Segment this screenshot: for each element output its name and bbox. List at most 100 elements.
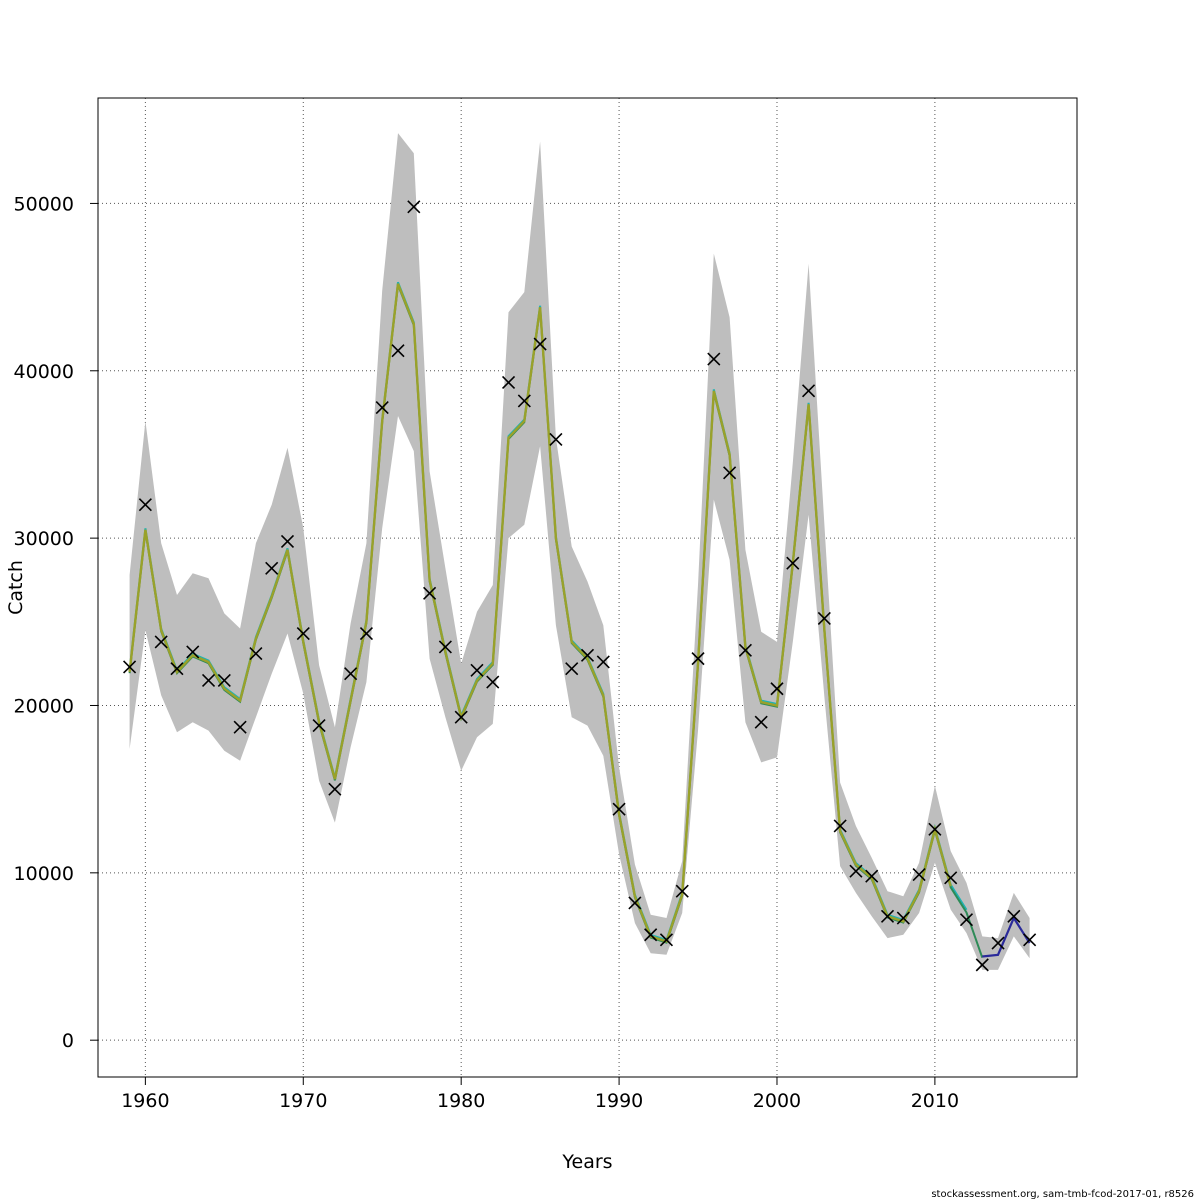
observed-catch-marker [501, 375, 516, 390]
observed-catch-marker [833, 819, 847, 833]
marker-stroke [659, 933, 674, 947]
observed-catch-marker [991, 936, 1005, 950]
x-tick-label: 2000 [753, 1090, 801, 1112]
observed-catch-marker [517, 394, 531, 408]
observed-catch-marker [344, 667, 358, 681]
observed-catch-marker [580, 648, 595, 662]
observed-catch-marker [786, 556, 800, 570]
observed-catch-marker [391, 344, 405, 358]
marker-stroke [280, 534, 295, 549]
observed-catch-marker [723, 466, 737, 480]
observed-catch-marker [233, 720, 247, 734]
y-tick-label: 20000 [14, 695, 74, 717]
observed-catch-marker [912, 867, 926, 882]
observed-catch-marker [407, 200, 421, 214]
observed-catch-marker [375, 401, 389, 415]
marker-stroke [596, 655, 610, 669]
marker-stroke [644, 928, 658, 942]
marker-stroke [801, 384, 816, 398]
marker-stroke [123, 660, 137, 674]
marker-stroke [754, 715, 768, 729]
marker-stroke [186, 645, 200, 659]
marker-stroke [691, 652, 705, 666]
marker-stroke [454, 710, 468, 724]
observed-catch-marker [896, 911, 910, 925]
marker-stroke [470, 663, 484, 677]
observed-catch-marker [249, 647, 263, 661]
marker-stroke [1007, 909, 1021, 923]
observed-catch-marker [533, 337, 547, 351]
observed-catch-marker [1023, 933, 1037, 947]
observed-catch-marker [959, 913, 974, 927]
marker-stroke [533, 337, 547, 351]
observed-catch-marker [691, 652, 705, 666]
x-tick-label: 1960 [121, 1090, 169, 1112]
observed-catch-marker [123, 660, 137, 674]
marker-stroke [770, 682, 784, 696]
y-tick-label: 40000 [14, 361, 74, 383]
fitted-line-blue [982, 915, 1031, 958]
marker-stroke [549, 432, 563, 446]
observed-catch-marker [486, 675, 500, 689]
observed-catch-marker [565, 662, 579, 676]
observed-catch-marker [975, 958, 989, 972]
marker-stroke [849, 864, 863, 878]
x-tick-label: 2010 [911, 1090, 959, 1112]
observed-catch-marker [675, 884, 689, 898]
observed-catch-marker [644, 928, 658, 942]
marker-stroke [786, 556, 800, 570]
x-tick-label: 1980 [437, 1090, 485, 1112]
x-tick-label: 1990 [595, 1090, 643, 1112]
marker-stroke [1023, 933, 1037, 947]
marker-stroke [265, 561, 279, 575]
observed-catch-marker [1007, 909, 1021, 923]
marker-stroke [501, 375, 516, 390]
marker-stroke [612, 802, 626, 816]
marker-stroke [738, 643, 752, 657]
marker-stroke [865, 869, 879, 883]
marker-stroke [486, 675, 500, 689]
marker-stroke [423, 586, 437, 600]
observed-catch-marker [612, 802, 626, 816]
observed-catch-marker [201, 673, 216, 687]
marker-stroke [580, 648, 595, 662]
observed-catch-marker [186, 645, 200, 659]
observed-catch-marker [296, 626, 310, 641]
marker-stroke [296, 626, 310, 641]
observed-catch-marker [470, 663, 484, 677]
confidence-band-area [129, 133, 1030, 970]
marker-stroke [312, 718, 326, 733]
marker-stroke [565, 662, 579, 676]
confidence-band [129, 133, 1030, 970]
marker-stroke [233, 720, 247, 734]
marker-stroke [249, 647, 263, 661]
marker-stroke [880, 909, 895, 923]
observed-markers [123, 200, 1037, 972]
marker-stroke [991, 936, 1005, 950]
observed-catch-marker [328, 782, 342, 796]
observed-catch-marker [438, 640, 452, 654]
marker-stroke [928, 822, 942, 836]
observed-catch-marker [880, 909, 895, 923]
footer-credit: stockassessment.org, sam-tmb-fcod-2017-0… [931, 1189, 1194, 1200]
y-tick-label: 10000 [14, 863, 74, 885]
marker-stroke [975, 958, 989, 972]
marker-stroke [944, 871, 958, 885]
observed-catch-marker [770, 682, 784, 696]
observed-catch-marker [849, 864, 863, 878]
y-axis-title: Catch [5, 560, 27, 615]
marker-stroke [723, 466, 737, 480]
marker-stroke [154, 635, 168, 649]
observed-catch-marker [549, 432, 563, 446]
observed-catch-marker [423, 586, 437, 600]
observed-catch-marker [138, 498, 152, 512]
observed-catch-marker [596, 655, 610, 669]
marker-stroke [959, 913, 974, 927]
marker-stroke [217, 673, 231, 687]
observed-catch-marker [454, 710, 468, 724]
observed-catch-marker [865, 869, 879, 883]
observed-catch-marker [280, 534, 295, 549]
observed-catch-marker [944, 871, 958, 885]
observed-catch-marker [801, 384, 816, 398]
fitted-lines [128, 281, 1031, 959]
